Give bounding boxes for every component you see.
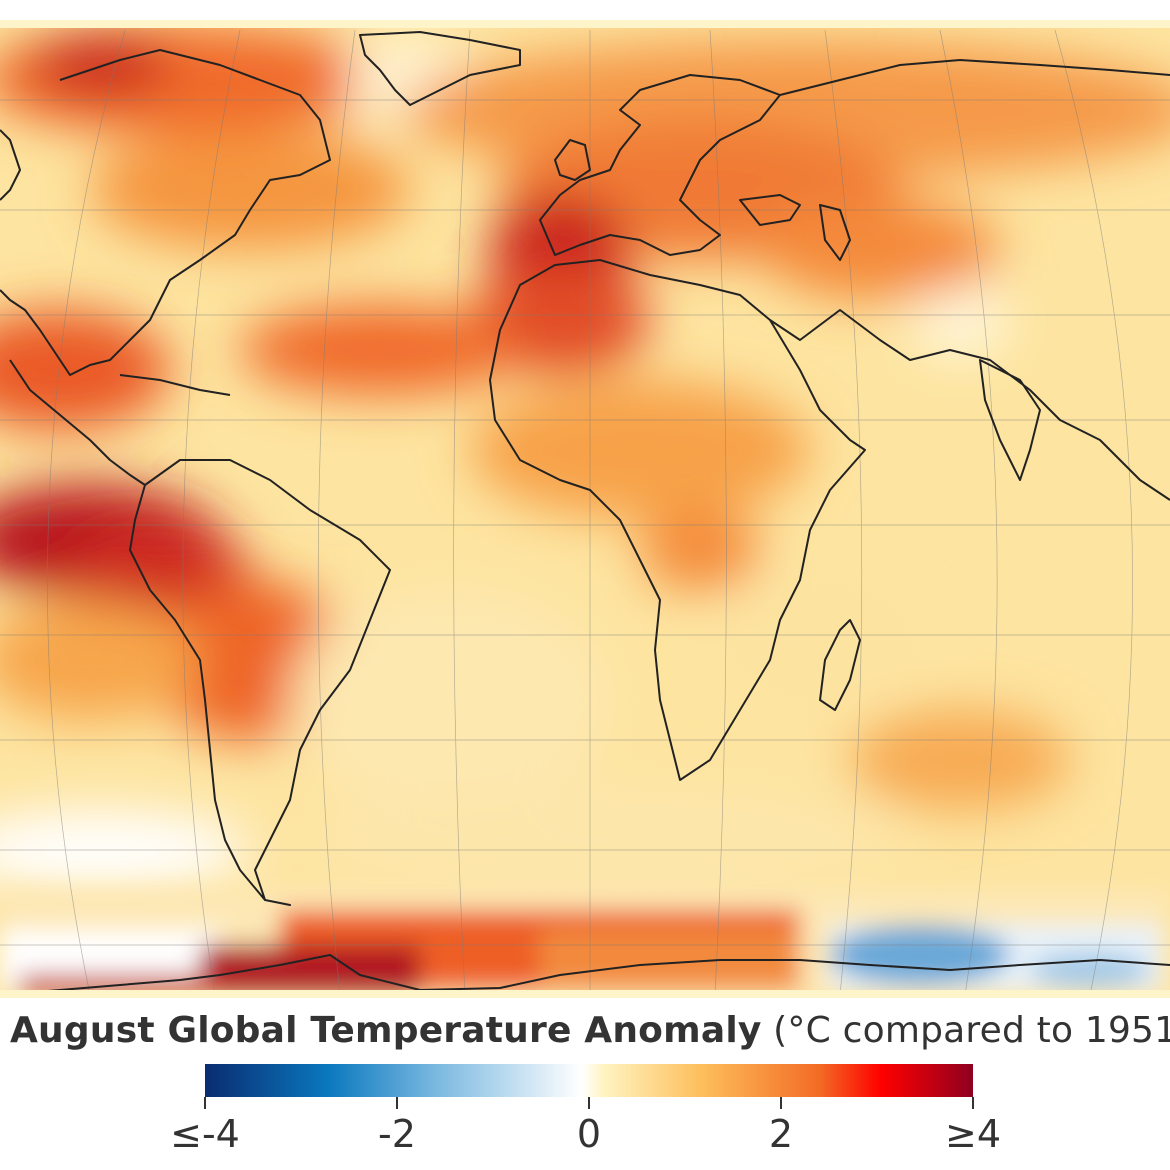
coast-antarctica: [0, 954, 1170, 996]
colorbar-tick: [780, 1097, 782, 1109]
coast-central-america: [9, 359, 146, 486]
coastlines: [0, 31, 1170, 996]
coast-india: [979, 359, 1041, 481]
colorbar-tick: [396, 1097, 398, 1109]
colorbar-tick: [588, 1097, 590, 1109]
coast-north-america: [0, 49, 331, 376]
coast-europe: [539, 74, 781, 256]
coast-africa: [489, 259, 866, 781]
colorbar-tick: [972, 1097, 974, 1109]
colorbar: [205, 1064, 973, 1097]
map-title-rest: (°C compared to 1951: [761, 1010, 1170, 1051]
colorbar-gradient: [205, 1064, 973, 1097]
coast-asia: [769, 59, 1170, 501]
colorbar-tick-label: 0: [576, 1112, 602, 1156]
colorbar-tick-label: ≥4: [944, 1112, 1002, 1156]
map-top-edge: [0, 20, 1170, 28]
map-bottom-edge: [0, 990, 1170, 998]
coast-caribbean: [119, 374, 231, 396]
map-title: August Global Temperature Anomaly (°C co…: [10, 1010, 1170, 1051]
coast-madagascar: [819, 619, 861, 711]
map-title-bold: August Global Temperature Anomaly: [10, 1010, 762, 1051]
colorbar-tick: [204, 1097, 206, 1109]
colorbar-tick-label: 2: [768, 1112, 794, 1156]
colorbar-tick-label: -2: [378, 1112, 416, 1156]
coast-caspian: [819, 204, 851, 261]
coast-uk: [554, 139, 591, 181]
coast-greenland: [359, 31, 521, 106]
antarctic-band: [0, 890, 1170, 998]
anomaly-field: [0, 25, 1170, 900]
graticule: [0, 29, 1170, 996]
map-svg: [0, 20, 1170, 998]
temperature-anomaly-map: [0, 20, 1170, 998]
coast-black-sea: [739, 194, 801, 226]
coast-south-america: [129, 459, 391, 906]
colorbar-tick-label: ≤-4: [170, 1112, 240, 1156]
